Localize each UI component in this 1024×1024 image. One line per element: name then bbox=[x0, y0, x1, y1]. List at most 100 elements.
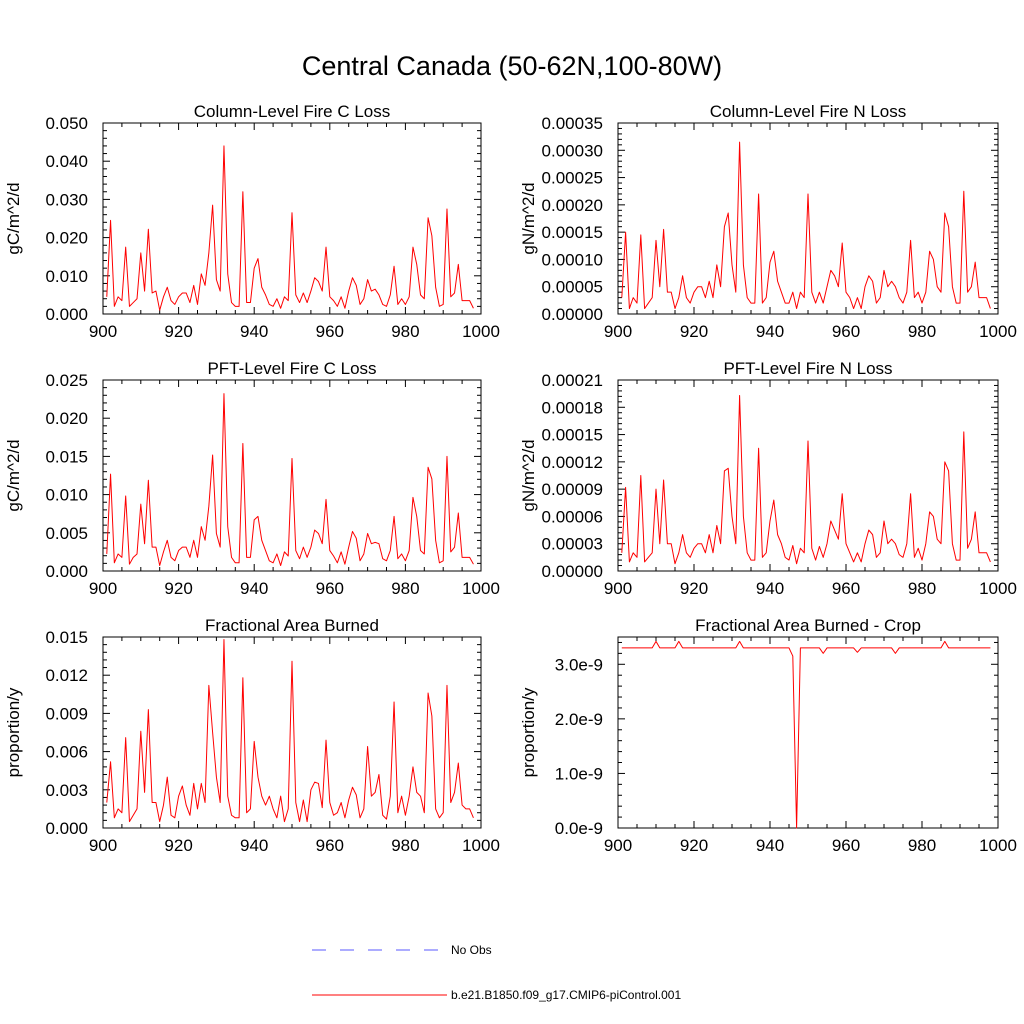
y-tick-label: 0.000 bbox=[45, 819, 88, 838]
y-tick-label: 0.00010 bbox=[542, 250, 603, 269]
y-tick-label: 0.00025 bbox=[542, 169, 603, 188]
series-line-1 bbox=[621, 640, 991, 829]
x-tick-label: 900 bbox=[604, 322, 632, 341]
panel-title: Fractional Area Burned bbox=[205, 616, 379, 635]
y-tick-label: 0.00015 bbox=[542, 223, 603, 242]
x-tick-label: 980 bbox=[391, 836, 419, 855]
legend-label-model: b.e21.B1850.f09_g17.CMIP6-piControl.001 bbox=[451, 988, 681, 1002]
x-tick-label: 960 bbox=[316, 322, 344, 341]
y-tick-label: 2.0e-9 bbox=[555, 710, 603, 729]
y-tick-label: 0.000 bbox=[45, 562, 88, 581]
y-tick-label: 0.003 bbox=[45, 781, 88, 800]
chart-panel-5: Fractional Area Burned proportion/y 900 920… bbox=[4, 616, 500, 855]
y-tick-label: 0.00006 bbox=[542, 507, 603, 526]
plot-frame bbox=[617, 636, 999, 829]
plot-frame bbox=[102, 379, 482, 572]
y-tick-label: 0.00020 bbox=[542, 196, 603, 215]
x-tick-label: 940 bbox=[756, 836, 784, 855]
y-axis-label: gC/m^2/d bbox=[4, 182, 23, 254]
series-line-1 bbox=[106, 639, 474, 823]
y-tick-label: 0.00021 bbox=[542, 371, 603, 390]
x-tick-label: 900 bbox=[604, 579, 632, 598]
panel-title: Column-Level Fire C Loss bbox=[194, 102, 391, 121]
y-axis-label: proportion/y bbox=[519, 687, 538, 777]
x-tick-label: 960 bbox=[316, 836, 344, 855]
chart-panel-3: PFT-Level Fire C Loss gC/m^2/d 900 920 940 96… bbox=[4, 359, 500, 598]
y-tick-label: 1.0e-9 bbox=[555, 764, 603, 783]
y-tick-label: 0.00003 bbox=[542, 535, 603, 554]
y-tick-label: 0.015 bbox=[45, 447, 88, 466]
y-tick-label: 0.020 bbox=[45, 409, 88, 428]
y-tick-label: 0.020 bbox=[45, 229, 88, 248]
y-tick-label: 0.009 bbox=[45, 704, 88, 723]
x-tick-label: 920 bbox=[680, 579, 708, 598]
legend: No Obs b.e21.B1850.f09_g17.CMIP6-piContr… bbox=[312, 943, 681, 1002]
x-tick-label: 920 bbox=[164, 579, 192, 598]
x-tick-label: 940 bbox=[756, 322, 784, 341]
x-tick-label: 920 bbox=[680, 836, 708, 855]
y-tick-label: 0.00009 bbox=[542, 480, 603, 499]
y-tick-label: 0.025 bbox=[45, 371, 88, 390]
y-tick-label: 0.00015 bbox=[542, 426, 603, 445]
x-tick-label: 900 bbox=[89, 322, 117, 341]
x-tick-label: 980 bbox=[391, 579, 419, 598]
x-tick-label: 980 bbox=[908, 322, 936, 341]
chart-panel-1: Column-Level Fire C Loss gC/m^2/d 900 920 94… bbox=[4, 102, 500, 341]
panel-title: PFT-Level Fire N Loss bbox=[723, 359, 892, 378]
x-tick-label: 920 bbox=[680, 322, 708, 341]
y-tick-label: 0.005 bbox=[45, 524, 88, 543]
panel-title: Fractional Area Burned - Crop bbox=[695, 616, 921, 635]
y-tick-label: 0.00005 bbox=[542, 278, 603, 297]
y-tick-label: 0.00000 bbox=[542, 305, 603, 324]
figure-title: Central Canada (50-62N,100-80W) bbox=[302, 51, 722, 81]
y-tick-label: 0.006 bbox=[45, 743, 88, 762]
x-tick-label: 1000 bbox=[462, 322, 500, 341]
x-tick-label: 1000 bbox=[979, 579, 1017, 598]
x-tick-label: 900 bbox=[89, 579, 117, 598]
y-axis-label: proportion/y bbox=[4, 687, 23, 777]
series-line-1 bbox=[106, 393, 474, 567]
x-tick-label: 1000 bbox=[979, 322, 1017, 341]
x-tick-label: 1000 bbox=[462, 836, 500, 855]
y-tick-label: 0.00030 bbox=[542, 141, 603, 160]
y-tick-label: 3.0e-9 bbox=[555, 655, 603, 674]
x-tick-label: 920 bbox=[164, 322, 192, 341]
y-tick-label: 0.00000 bbox=[542, 562, 603, 581]
x-tick-label: 960 bbox=[316, 579, 344, 598]
series-line-1 bbox=[621, 394, 991, 565]
y-tick-label: 0.010 bbox=[45, 267, 88, 286]
series-line-1 bbox=[106, 145, 474, 311]
y-tick-label: 0.015 bbox=[45, 628, 88, 647]
series-line-1 bbox=[621, 141, 991, 310]
legend-label-no-obs: No Obs bbox=[451, 943, 492, 957]
y-tick-label: 0.012 bbox=[45, 666, 88, 685]
x-tick-label: 980 bbox=[908, 836, 936, 855]
x-tick-label: 940 bbox=[756, 579, 784, 598]
x-tick-label: 920 bbox=[164, 836, 192, 855]
x-tick-label: 940 bbox=[240, 322, 268, 341]
x-tick-label: 940 bbox=[240, 836, 268, 855]
y-tick-label: 0.00035 bbox=[542, 114, 603, 133]
y-tick-label: 0.030 bbox=[45, 190, 88, 209]
y-tick-label: 0.050 bbox=[45, 114, 88, 133]
y-tick-label: 0.010 bbox=[45, 486, 88, 505]
panel-title: PFT-Level Fire C Loss bbox=[207, 359, 376, 378]
y-tick-label: 0.0e-9 bbox=[555, 819, 603, 838]
y-tick-label: 0.000 bbox=[45, 305, 88, 324]
y-axis-label: gN/m^2/d bbox=[519, 439, 538, 511]
x-tick-label: 960 bbox=[832, 322, 860, 341]
y-tick-label: 0.00018 bbox=[542, 398, 603, 417]
panels: Column-Level Fire C Loss gC/m^2/d 900 920 94… bbox=[4, 102, 1017, 855]
x-tick-label: 960 bbox=[832, 579, 860, 598]
x-tick-label: 1000 bbox=[979, 836, 1017, 855]
x-tick-label: 940 bbox=[240, 579, 268, 598]
x-tick-label: 960 bbox=[832, 836, 860, 855]
y-tick-label: 0.040 bbox=[45, 152, 88, 171]
y-axis-label: gN/m^2/d bbox=[519, 182, 538, 254]
x-tick-label: 980 bbox=[908, 579, 936, 598]
x-tick-label: 900 bbox=[89, 836, 117, 855]
x-tick-label: 900 bbox=[604, 836, 632, 855]
y-tick-label: 0.00012 bbox=[542, 453, 603, 472]
panel-title: Column-Level Fire N Loss bbox=[710, 102, 907, 121]
